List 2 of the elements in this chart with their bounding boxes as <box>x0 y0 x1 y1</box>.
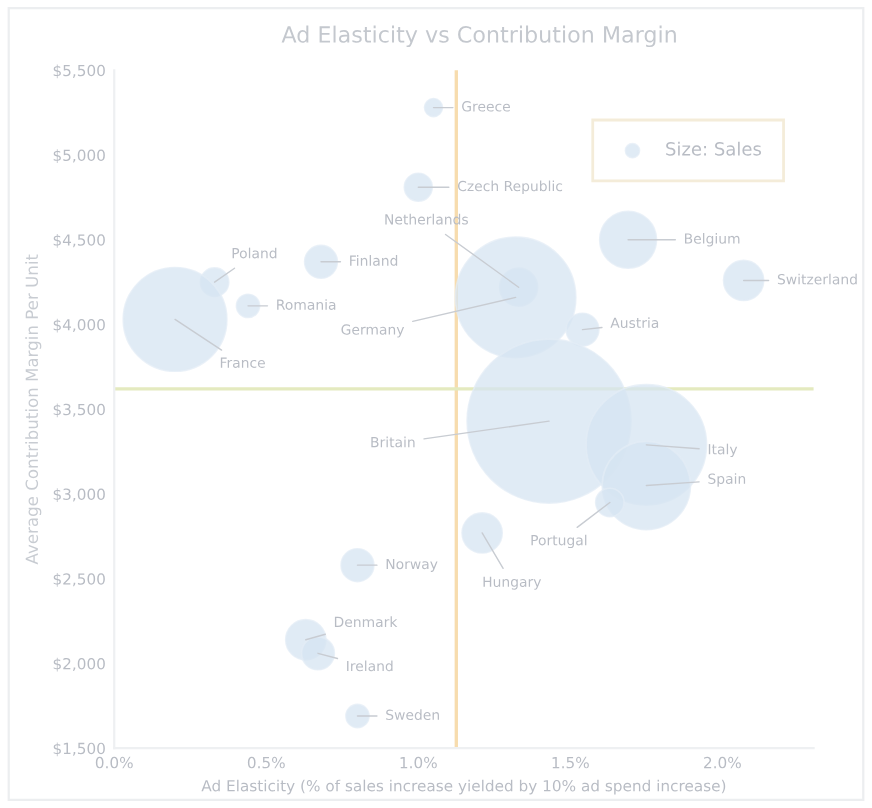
legend-label: Size: Sales <box>666 141 762 156</box>
chart-title: Ad Elasticity vs Contribution Margin <box>281 25 676 48</box>
